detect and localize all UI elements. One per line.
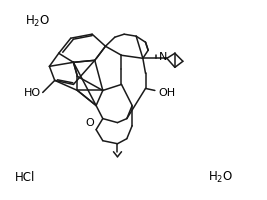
Text: O: O bbox=[85, 117, 94, 127]
Text: H$_2$O: H$_2$O bbox=[25, 13, 50, 29]
Text: OH: OH bbox=[159, 88, 176, 98]
Text: HCl: HCl bbox=[15, 171, 35, 183]
Text: N: N bbox=[159, 52, 167, 62]
Text: H$_2$O: H$_2$O bbox=[208, 169, 233, 185]
Text: HO: HO bbox=[24, 88, 41, 98]
